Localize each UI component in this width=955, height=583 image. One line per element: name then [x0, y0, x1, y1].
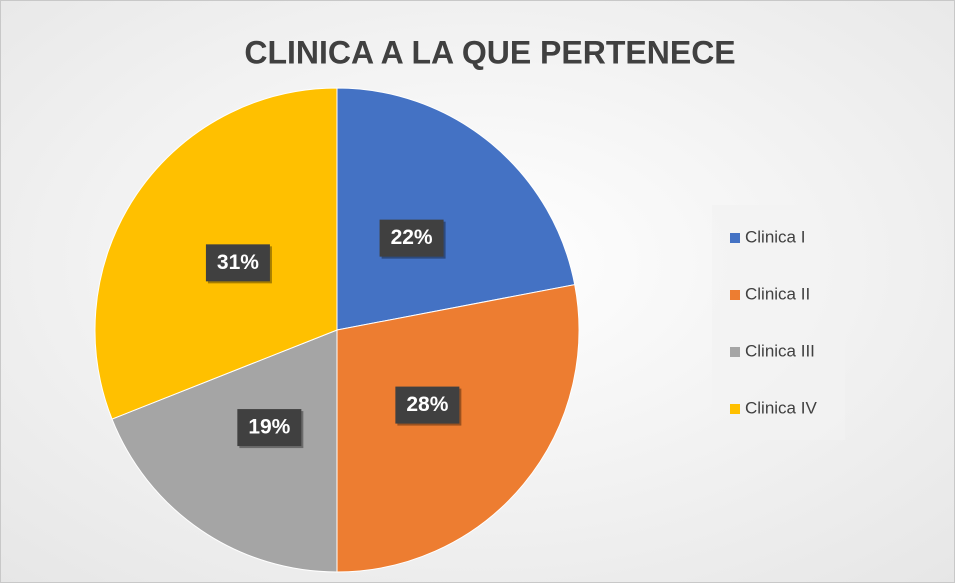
legend-swatch [730, 347, 740, 357]
legend-label: Clinica I [745, 227, 805, 246]
legend-label: Clinica III [745, 341, 815, 360]
data-label-box [379, 219, 444, 257]
legend-label: Clinica IV [745, 398, 817, 417]
data-label: 19% [248, 416, 290, 439]
data-label-box [205, 244, 270, 282]
legend-swatch [730, 404, 740, 414]
pie-slice [336, 87, 576, 331]
legend-swatch [730, 233, 740, 243]
data-label: 28% [406, 393, 448, 416]
pie-slice [336, 284, 580, 573]
legend-swatch [730, 290, 740, 300]
data-label: 22% [391, 226, 433, 249]
data-label: 31% [217, 251, 259, 274]
legend-box [712, 205, 845, 440]
data-label-box [395, 386, 460, 424]
legend-label: Clinica II [745, 284, 810, 303]
pie-slice [111, 329, 338, 573]
data-label-box [237, 409, 302, 447]
chart-title: CLINICA A LA QUE PERTENECE [244, 34, 735, 70]
